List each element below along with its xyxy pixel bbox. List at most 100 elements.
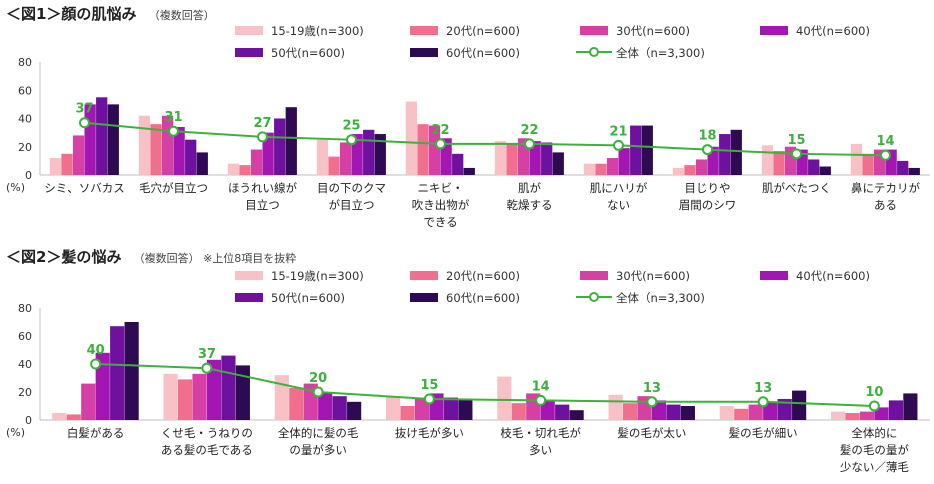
legend-marker xyxy=(589,47,599,57)
bar xyxy=(808,159,820,175)
legend-item: 60代(n=600) xyxy=(410,46,520,60)
overall-value-label: 20 xyxy=(309,371,327,386)
bar xyxy=(347,401,362,420)
bar xyxy=(541,142,553,175)
overall-point xyxy=(346,134,357,146)
bar xyxy=(414,397,430,420)
bar xyxy=(859,411,875,420)
legend-swatch xyxy=(580,26,608,35)
category-label: ニキビ・吹き出物ができる xyxy=(412,181,470,229)
category-label: 肌にハリがない xyxy=(590,181,648,212)
bar xyxy=(150,124,162,175)
category-label: 目じりや眉間のシワ xyxy=(679,181,737,212)
bar xyxy=(405,101,418,175)
overall-point xyxy=(423,393,435,405)
bar xyxy=(630,125,642,175)
bar xyxy=(773,150,785,175)
bar xyxy=(748,404,763,420)
overall-line xyxy=(95,363,875,407)
y-axis-label: (%) xyxy=(6,181,25,194)
overall-point xyxy=(435,138,446,150)
bar xyxy=(274,375,289,420)
legend-item: 15-19歳(n=300) xyxy=(235,269,364,283)
bar xyxy=(641,125,653,175)
bar xyxy=(761,145,774,175)
overall-point xyxy=(535,394,547,406)
legend-label: 全体（n=3,300) xyxy=(616,291,705,305)
chart-subtitle: （複数回答） ※上位8項目を抜粋 xyxy=(134,251,297,265)
bar xyxy=(440,138,452,175)
bar xyxy=(569,410,584,420)
bar xyxy=(908,167,920,175)
legend-marker xyxy=(589,292,599,302)
category-label: 肌がべたつく xyxy=(762,181,831,195)
category-label: 白髪がある xyxy=(67,426,125,440)
bar xyxy=(173,126,185,175)
bar xyxy=(400,406,415,420)
legend-item: 50代(n=600) xyxy=(235,46,345,60)
bar xyxy=(796,149,808,175)
bar xyxy=(81,383,96,420)
bar xyxy=(707,146,719,175)
bar xyxy=(452,153,464,175)
bar xyxy=(428,125,441,175)
overall-value-label: 13 xyxy=(754,381,772,396)
bar xyxy=(862,153,874,175)
bar xyxy=(873,149,886,175)
overall-point xyxy=(702,144,713,156)
y-tick-label: 80 xyxy=(18,56,32,69)
overall-value-label: 37 xyxy=(75,102,93,117)
bar xyxy=(784,146,797,175)
bar xyxy=(529,141,541,175)
bar xyxy=(622,403,638,420)
legend-label: 20代(n=600) xyxy=(446,24,520,38)
bar xyxy=(235,365,250,420)
legend-item: 30代(n=600) xyxy=(580,269,690,283)
bar xyxy=(192,373,207,420)
overall-point xyxy=(312,386,324,398)
bar xyxy=(850,143,863,175)
category-label: 全体的に髪の毛の量が少ない／薄毛 xyxy=(840,426,909,474)
overall-line xyxy=(84,121,886,157)
y-tick-label: 20 xyxy=(18,141,32,154)
bar xyxy=(819,166,831,175)
bar xyxy=(903,393,918,420)
category-label: 髪の毛が太い xyxy=(617,426,686,440)
bar xyxy=(792,390,807,420)
overall-point xyxy=(201,362,213,374)
legend-swatch xyxy=(235,26,263,35)
bar xyxy=(177,379,193,420)
bar xyxy=(672,167,685,175)
overall-point xyxy=(868,400,880,412)
category-label: 枝毛・切れ毛が多い xyxy=(500,426,581,457)
overall-value-label: 31 xyxy=(164,110,182,125)
bar xyxy=(107,104,119,175)
bar xyxy=(66,414,81,420)
overall-point xyxy=(613,139,624,151)
bar xyxy=(494,141,507,175)
overall-point xyxy=(257,131,268,143)
bar xyxy=(227,163,240,175)
bar xyxy=(110,326,125,420)
legend-label: 50代(n=600) xyxy=(271,291,345,305)
overall-point xyxy=(168,125,179,137)
legend-item: 15-19歳(n=300) xyxy=(235,24,364,38)
legend-label: 40代(n=600) xyxy=(796,24,870,38)
overall-point xyxy=(90,358,102,370)
bar xyxy=(328,156,340,175)
bar xyxy=(206,359,222,420)
overall-value-label: 14 xyxy=(876,134,894,149)
bar xyxy=(84,104,96,175)
overall-point xyxy=(757,396,769,408)
category-label: 目の下のクマが目立つ xyxy=(317,181,386,212)
legend-item: 30代(n=600) xyxy=(580,24,690,38)
legend-label: 60代(n=600) xyxy=(446,46,520,60)
bar xyxy=(72,135,85,175)
legend-item: 50代(n=600) xyxy=(235,291,345,305)
bar xyxy=(316,139,329,175)
chart-title: ＜図1＞顔の肌悩み xyxy=(6,5,136,23)
y-tick-label: 40 xyxy=(18,113,32,126)
bar xyxy=(185,139,197,175)
y-tick-label: 40 xyxy=(18,358,32,371)
bar xyxy=(719,406,734,420)
